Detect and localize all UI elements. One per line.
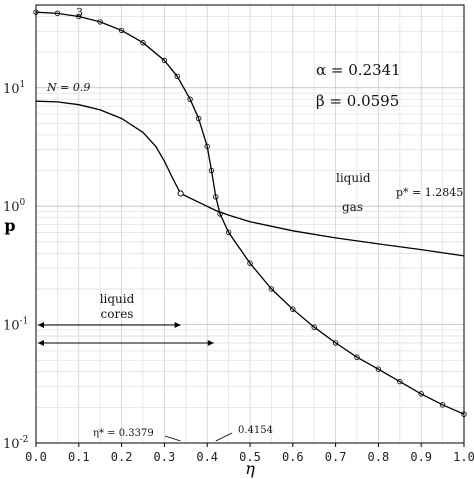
x-tick-label: 0.9 (410, 450, 432, 464)
series-line-1 (35, 11, 465, 415)
eta-star-label-2: 0.4154 (238, 425, 273, 436)
series-label-3: 3 (76, 6, 83, 19)
p-star-label: p* = 1.2845 (396, 186, 463, 199)
x-tick-label: 0.1 (68, 450, 90, 464)
liquid-cores-range-2-arrowhead-left (38, 340, 44, 346)
x-tick-label: 0.5 (239, 450, 261, 464)
y-tick-label: 10-1 (3, 317, 28, 334)
data-point (397, 378, 403, 385)
data-point (204, 143, 210, 150)
data-point (33, 9, 39, 15)
data-point (161, 57, 168, 64)
beta-annotation: β = 0.0595 (316, 92, 399, 110)
liquid-cores-range-2-arrowhead-right (207, 340, 214, 346)
eta-star-pointer-2 (215, 432, 233, 442)
y-tick-label: 10-2 (3, 435, 28, 452)
tick-labels: 0.0 0.1 0.2 0.3 0.4 0.5 0.6 0.7 0.8 0.9 1.0 101 100 1… (3, 80, 474, 464)
x-tick-label: 0.2 (111, 450, 133, 464)
eta-star-label-1: η* = 0.3379 (93, 428, 154, 439)
data-point (118, 27, 125, 34)
liquid-cores-label-line2: cores (101, 307, 134, 321)
x-tick-label: 0.0 (25, 450, 47, 464)
data-point (225, 229, 232, 236)
alpha-annotation: α = 0.2341 (316, 61, 401, 79)
kink-point (177, 190, 184, 197)
data-point (290, 306, 296, 312)
liquid-cores-label-line1: liquid (100, 292, 135, 306)
liquid-cores-range-2 (38, 340, 214, 346)
liquid-cores-range-1-arrowhead-left (38, 322, 44, 328)
y-tick-label: 101 (3, 80, 25, 97)
data-point (76, 13, 82, 20)
data-point (418, 391, 424, 397)
series-layer (33, 9, 467, 417)
data-point (187, 96, 193, 102)
data-point (439, 402, 446, 408)
data-point (54, 10, 61, 17)
data-point (332, 340, 339, 346)
data-point (140, 40, 146, 46)
x-tick-label: 0.4 (196, 450, 218, 464)
eta-star-pointer-1 (164, 435, 181, 442)
x-tick-label: 0.7 (325, 450, 347, 464)
liquid-cores-range-1 (38, 322, 181, 328)
liquid-cores-range-1-arrowhead-right (174, 322, 181, 328)
x-tick-label: 0.3 (154, 450, 176, 464)
x-tick-label: 0.6 (282, 450, 304, 464)
data-point (268, 286, 275, 292)
data-point (213, 194, 219, 200)
data-point (208, 167, 215, 174)
grid (36, 4, 464, 444)
gas-label: gas (342, 200, 363, 214)
data-point (311, 324, 317, 330)
annotation-arrows (164, 432, 233, 442)
data-point (97, 19, 103, 25)
x-axis-label: η (245, 459, 255, 478)
x-tick-label: 0.8 (368, 450, 390, 464)
x-tick-label: 1.0 (453, 450, 474, 464)
data-point (195, 115, 202, 122)
data-point (461, 411, 467, 417)
liquid-label: liquid (336, 171, 371, 185)
y-tick-label: 100 (3, 198, 26, 215)
data-point (354, 354, 360, 360)
series-label-n: N = 0.9 (46, 81, 90, 94)
data-point (247, 260, 253, 266)
y-axis-label: p (4, 216, 15, 235)
data-point (174, 73, 180, 79)
data-point (375, 366, 382, 372)
